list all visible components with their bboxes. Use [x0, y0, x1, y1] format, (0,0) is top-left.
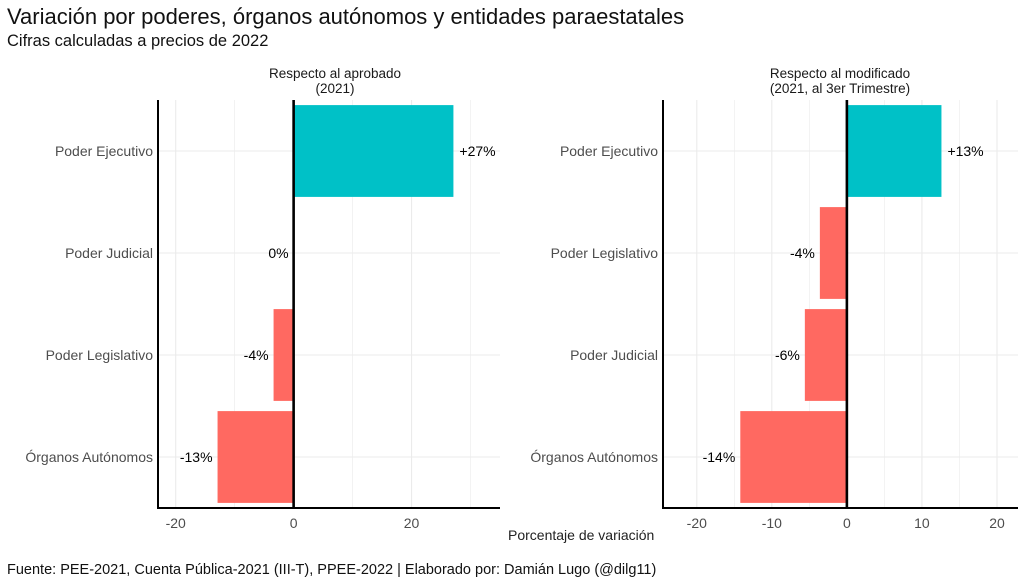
chart-title: Variación por poderes, órganos autónomos…	[7, 4, 685, 29]
data-label: +13%	[947, 143, 983, 159]
bar	[293, 105, 454, 197]
x-tick-label: 10	[914, 515, 930, 531]
panel-title-line: Respecto al aprobado	[269, 66, 401, 81]
x-tick-label: 0	[290, 515, 298, 531]
category-label: Poder Legislativo	[46, 347, 154, 363]
bar	[217, 411, 294, 503]
category-label: Poder Ejecutivo	[55, 143, 153, 159]
bar	[819, 207, 847, 299]
category-label: Poder Judicial	[65, 245, 153, 261]
data-label: -6%	[775, 347, 800, 363]
x-tick-label: 20	[404, 515, 420, 531]
data-label: -4%	[244, 347, 269, 363]
data-label: +27%	[459, 143, 495, 159]
panel-title-line: (2021, al 3er Trimestre)	[770, 81, 910, 96]
panel-title-line: Respecto al modificado	[770, 66, 910, 81]
panel-aprobado: Respecto al aprobado(2021) Poder Ejecutiv…	[25, 66, 500, 531]
source-caption: Fuente: PEE-2021, Cuenta Pública-2021 (I…	[7, 562, 657, 578]
panel-modificado: Respecto al modificado(2021, al 3er Trim…	[530, 66, 1018, 531]
bar	[804, 309, 847, 401]
data-label: 0%	[268, 245, 288, 261]
bar	[846, 105, 942, 197]
x-tick-label: 0	[843, 515, 851, 531]
panel-title-line: (2021)	[315, 81, 354, 96]
category-label: Órganos Autónomos	[530, 449, 658, 465]
x-tick-label: 20	[989, 515, 1005, 531]
category-label: Poder Ejecutivo	[560, 143, 658, 159]
data-label: -4%	[790, 245, 815, 261]
x-tick-label: -10	[762, 515, 782, 531]
category-label: Órganos Autónomos	[25, 449, 153, 465]
category-label: Poder Legislativo	[551, 245, 659, 261]
x-axis-label: Porcentaje de variación	[508, 527, 655, 543]
x-tick-label: -20	[166, 515, 186, 531]
data-label: -14%	[703, 449, 736, 465]
chart-subtitle: Cifras calculadas a precios de 2022	[7, 32, 269, 50]
category-label: Poder Judicial	[570, 347, 658, 363]
bar	[273, 309, 294, 401]
x-tick-label: -20	[687, 515, 707, 531]
data-label: -13%	[180, 449, 213, 465]
bar	[740, 411, 847, 503]
